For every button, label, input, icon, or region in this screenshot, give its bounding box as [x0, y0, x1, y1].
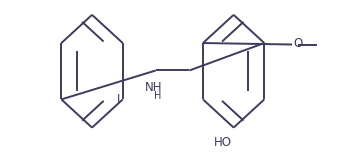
Text: H: H: [154, 91, 161, 101]
Text: HO: HO: [214, 136, 232, 150]
Text: NH: NH: [145, 81, 163, 94]
Text: I: I: [116, 93, 120, 106]
Text: O: O: [294, 37, 303, 50]
